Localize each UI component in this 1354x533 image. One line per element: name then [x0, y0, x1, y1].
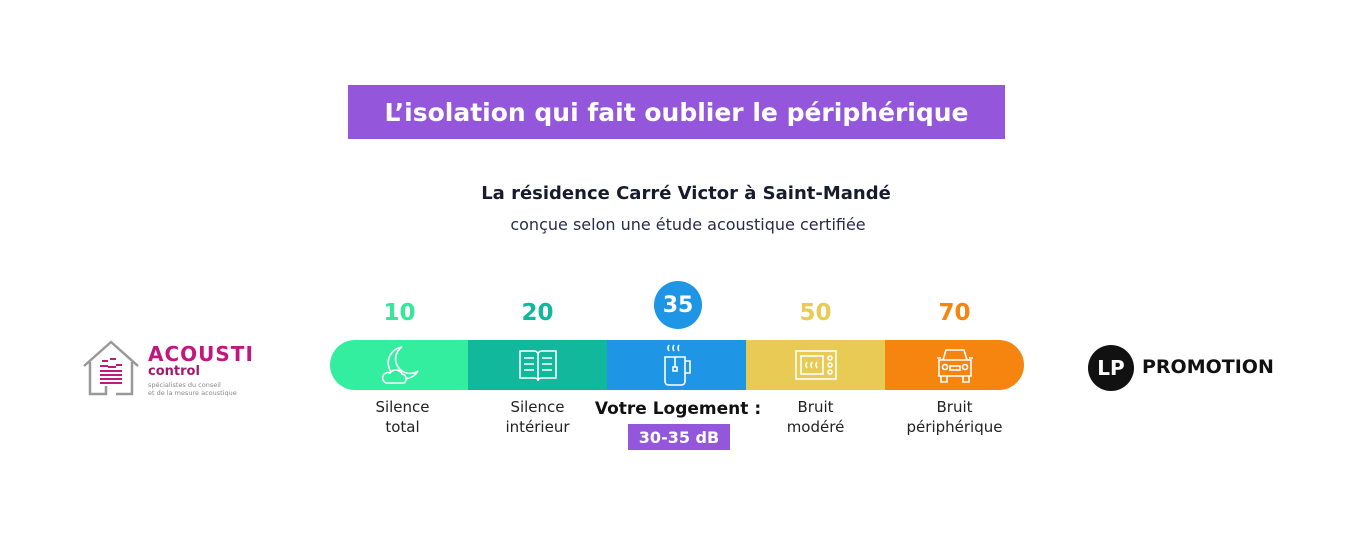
logo-name: ACOUSTI [148, 342, 254, 366]
microwave-icon [794, 350, 837, 380]
logo-tagline-1: spécialistes du conseil [148, 381, 221, 389]
lp-promotion-logo: LP PROMOTION [1088, 345, 1278, 391]
label-bruit-peripherique: Bruit périphérique [885, 397, 1024, 437]
label-line: total [385, 418, 420, 436]
mug-icon [663, 344, 691, 386]
label-line: intérieur [505, 418, 570, 436]
label-line: modéré [786, 418, 845, 436]
book-icon [518, 350, 557, 382]
votre-logement-label: Votre Logement : [594, 399, 762, 419]
house-icon [83, 340, 139, 396]
label-bruit-modere: Bruit modéré [746, 397, 885, 437]
label-silence-total: Silence total [333, 397, 472, 437]
level-20: 20 [521, 300, 554, 326]
label-line: Silence [510, 398, 565, 416]
segment-silence-total [330, 340, 469, 390]
moon-cloud-icon [381, 346, 419, 384]
segment-bruit-modere [746, 340, 885, 390]
acousti-control-logo: ACOUSTI control spécialistes du conseil … [80, 338, 255, 413]
label-line: Silence [375, 398, 430, 416]
label-line: Bruit [797, 398, 834, 416]
segment-silence-interieur [468, 340, 607, 390]
lp-mark: LP [1088, 345, 1134, 391]
current-level-badge: 35 [654, 281, 702, 329]
level-50: 50 [799, 300, 832, 326]
segment-votre-logement [607, 340, 746, 390]
page-title: L’isolation qui fait oublier le périphér… [348, 85, 1005, 139]
logo-tagline-2: et de la mesure acoustique [148, 389, 237, 397]
label-line: périphérique [906, 418, 1003, 436]
segment-bruit-peripherique [885, 340, 1024, 390]
label-silence-interieur: Silence intérieur [468, 397, 607, 437]
level-10: 10 [383, 300, 416, 326]
lp-name: PROMOTION [1142, 356, 1274, 378]
votre-logement-range: 30-35 dB [628, 424, 730, 450]
logo-sub: control [148, 364, 200, 379]
residence-subtitle: conçue selon une étude acoustique certif… [510, 215, 866, 234]
level-70: 70 [938, 300, 971, 326]
residence-title: La résidence Carré Victor à Saint-Mandé [481, 183, 891, 204]
label-line: Bruit [936, 398, 973, 416]
car-icon [936, 349, 973, 383]
